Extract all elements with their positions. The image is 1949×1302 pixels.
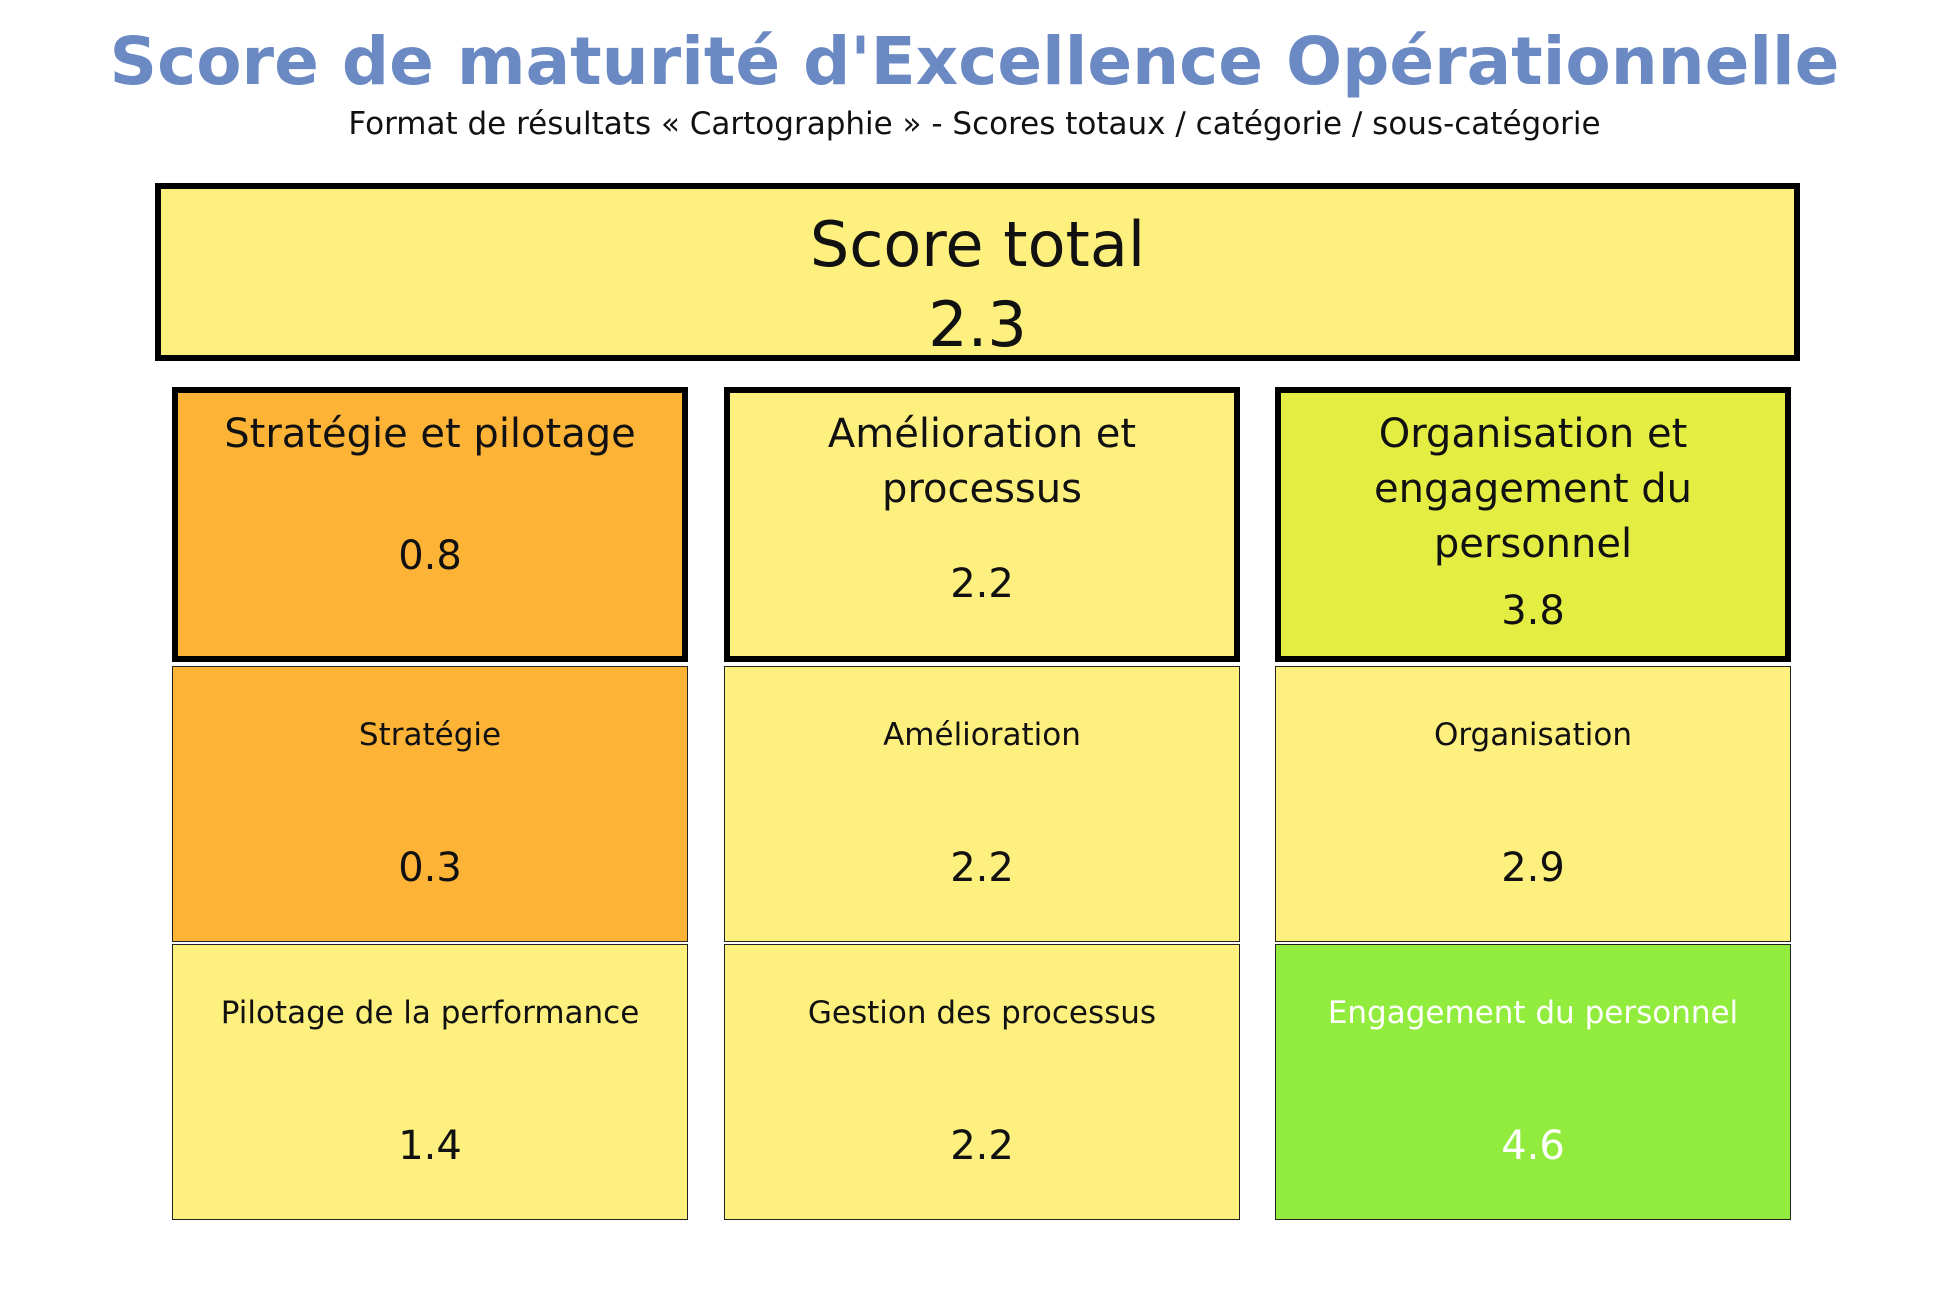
- subcategory-score: 2.2: [950, 1123, 1014, 1169]
- subcategory-box-amelioration: Amélioration 2.2: [724, 666, 1240, 942]
- subcategory-label: Pilotage de la performance: [220, 995, 640, 1031]
- category-box-organisation-engagement: Organisation et engagement du personnel …: [1275, 387, 1791, 662]
- subcategory-label: Amélioration: [883, 717, 1081, 753]
- total-score-box: Score total 2.3: [155, 183, 1800, 361]
- total-score-value: 2.3: [928, 288, 1027, 361]
- category-score: 0.8: [398, 533, 462, 579]
- subcategory-score: 2.2: [950, 845, 1014, 891]
- category-box-strategie-pilotage: Stratégie et pilotage 0.8: [172, 387, 688, 662]
- subcategory-score: 2.9: [1501, 845, 1565, 891]
- subcategory-label: Organisation: [1433, 717, 1633, 753]
- subcategory-score: 1.4: [398, 1123, 462, 1169]
- category-label: Organisation et engagement du personnel: [1374, 411, 1692, 567]
- subcategory-label: Engagement du personnel: [1327, 995, 1739, 1031]
- category-score: 2.2: [950, 561, 1014, 607]
- subcategory-box-gestion-processus: Gestion des processus 2.2: [724, 944, 1240, 1220]
- category-label: Stratégie et pilotage: [224, 411, 636, 457]
- category-box-amelioration-processus: Amélioration et processus 2.2: [724, 387, 1240, 662]
- subcategory-box-pilotage-performance: Pilotage de la performance 1.4: [172, 944, 688, 1220]
- category-score: 3.8: [1501, 588, 1565, 634]
- total-score-label: Score total: [809, 208, 1146, 281]
- subcategory-box-engagement-personnel: Engagement du personnel 4.6: [1275, 944, 1791, 1220]
- subcategory-score: 0.3: [398, 845, 462, 891]
- subcategory-score: 4.6: [1501, 1123, 1565, 1169]
- subcategory-box-strategie: Stratégie 0.3: [172, 666, 688, 942]
- subcategory-label: Gestion des processus: [807, 995, 1157, 1031]
- page-subtitle: Format de résultats « Cartographie » - S…: [348, 106, 1601, 142]
- page-title: Score de maturité d'Excellence Opération…: [109, 23, 1840, 100]
- subcategory-label: Stratégie: [358, 717, 502, 753]
- category-label: Amélioration et processus: [827, 411, 1137, 512]
- subcategory-box-organisation: Organisation 2.9: [1275, 666, 1791, 942]
